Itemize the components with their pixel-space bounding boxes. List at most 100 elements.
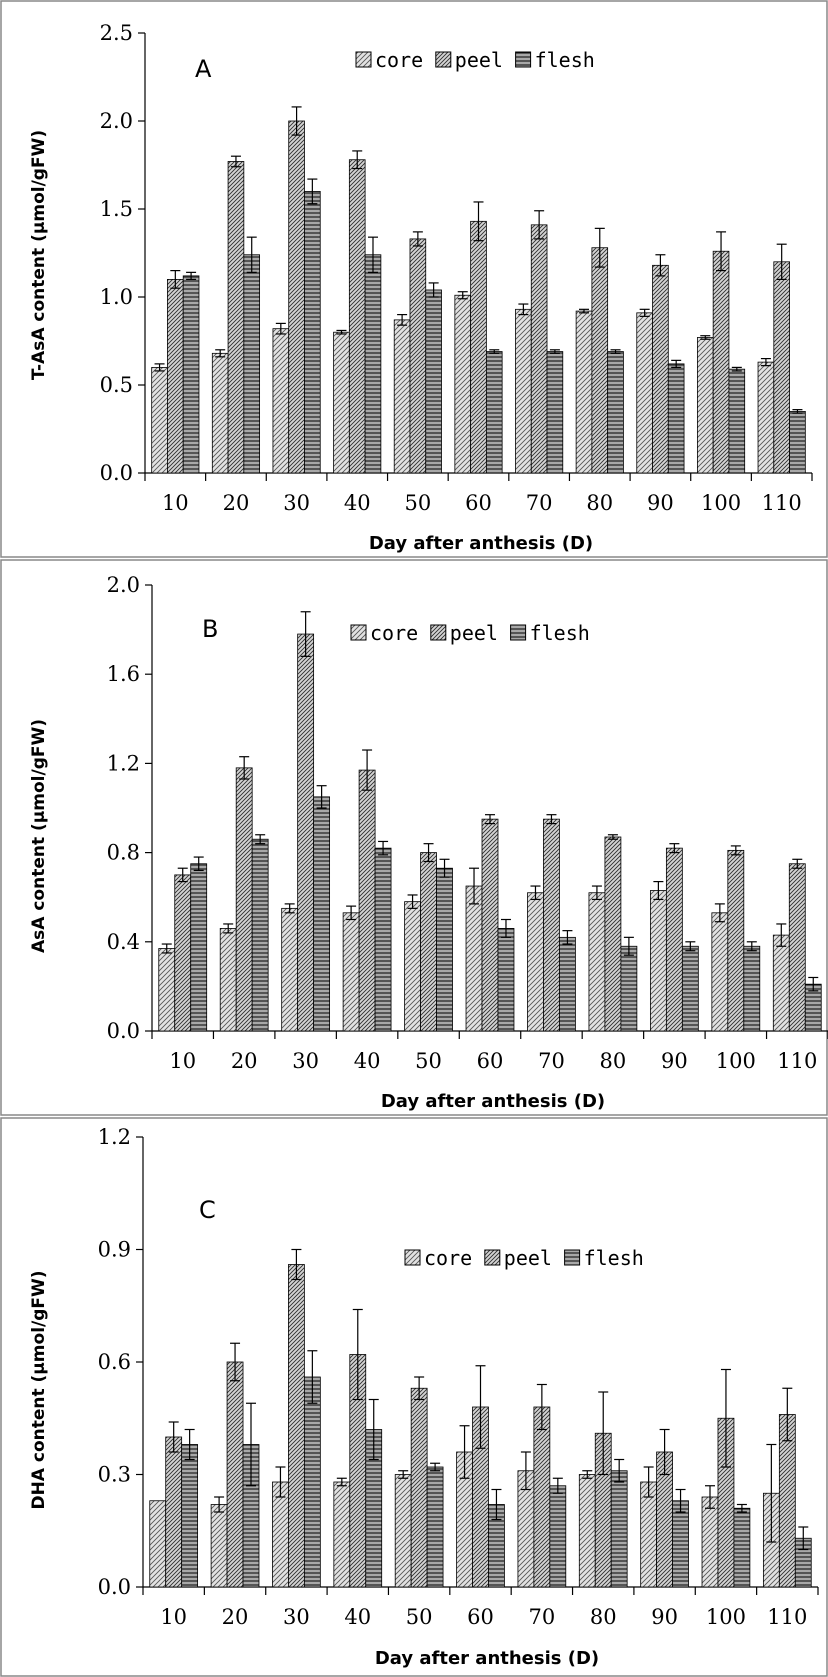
bar-peel — [652, 264, 669, 474]
error-bar-peel — [720, 1368, 731, 1468]
bar-flesh — [374, 847, 392, 1032]
error-bar-flesh — [685, 941, 696, 952]
bar-core — [281, 907, 299, 1032]
panel-a: A core peel flesh 0.0 0.5 1.0 1.5 2.0 2.5 10 20 30… — [0, 0, 828, 558]
bar-flesh — [190, 863, 208, 1032]
error-bar-peel — [669, 843, 680, 854]
y-tick-label: 1.5 — [100, 197, 133, 221]
error-bar-core — [469, 867, 480, 905]
error-bar-core — [215, 349, 226, 358]
bar-peel — [358, 769, 376, 1032]
panel-b-x-axis-title: Day after anthesis (D) — [381, 1091, 605, 1112]
y-tick-label: 1.0 — [100, 285, 133, 309]
error-bar-peel — [412, 231, 423, 247]
bar-core — [527, 892, 544, 1032]
panel-b-legend: core peel flesh — [350, 621, 590, 645]
panel-a-x-axis-title: Day after anthesis (D) — [369, 533, 593, 554]
panel-b-letter: B — [202, 615, 218, 643]
legend-swatch-peel — [484, 1249, 501, 1266]
error-bar-flesh — [675, 1488, 686, 1513]
error-bar-core — [530, 885, 541, 901]
bar-core — [149, 1500, 167, 1588]
bar-peel — [470, 220, 487, 474]
error-bar-peel — [716, 231, 727, 272]
bar-flesh — [559, 936, 576, 1032]
bar-peel — [348, 159, 366, 474]
bar-peel — [788, 863, 806, 1032]
legend-label-peel: peel — [455, 48, 503, 72]
legend-label-core: core — [375, 48, 423, 72]
bar-peel — [727, 849, 745, 1032]
panel-a-bars — [151, 106, 806, 474]
x-tick-label: 90 — [661, 1049, 688, 1073]
legend-label-flesh: flesh — [535, 48, 595, 72]
legend-swatch-peel — [435, 51, 452, 68]
bar-peel — [174, 874, 192, 1032]
bar-peel — [604, 836, 622, 1032]
error-bar-peel — [177, 867, 188, 883]
x-tick-label: 40 — [344, 491, 371, 515]
error-bar-flesh — [736, 1503, 747, 1513]
legend-label-flesh: flesh — [530, 621, 590, 645]
error-bar-flesh — [623, 936, 634, 956]
error-bar-flesh — [798, 1526, 809, 1551]
error-bar-peel — [782, 1387, 793, 1442]
error-bar-peel — [594, 227, 605, 268]
bar-flesh — [672, 1500, 689, 1588]
error-bar-core — [336, 329, 347, 335]
error-bar-peel — [792, 858, 803, 869]
error-bar-flesh — [368, 1398, 379, 1461]
error-bar-core — [520, 1451, 531, 1491]
bar-peel — [288, 120, 305, 474]
y-tick-label: 1.2 — [98, 1125, 131, 1149]
error-bar-peel — [473, 201, 484, 242]
error-bar-flesh — [614, 1458, 625, 1483]
x-tick-label: 90 — [647, 491, 674, 515]
panel-c-letter: C — [199, 1196, 216, 1224]
error-bar-peel — [655, 254, 666, 277]
bar-flesh — [610, 1470, 628, 1588]
error-bar-flesh — [746, 941, 757, 952]
error-bar-core — [700, 335, 711, 340]
x-tick-label: 10 — [162, 491, 189, 515]
bar-flesh — [728, 368, 746, 474]
bar-peel — [533, 1406, 551, 1588]
error-bar-core — [643, 1466, 654, 1498]
error-bar-peel — [534, 210, 545, 240]
error-bar-core — [346, 905, 357, 921]
bar-core — [394, 1474, 412, 1588]
error-bar-peel — [291, 1248, 302, 1281]
x-tick-label: 10 — [169, 1049, 196, 1073]
legend-swatch-core — [355, 51, 372, 68]
error-bar-core — [457, 291, 468, 300]
x-tick-label: 40 — [354, 1049, 381, 1073]
y-tick-label: 0.0 — [98, 1575, 131, 1599]
bar-core — [515, 308, 532, 474]
y-tick-label: 0.6 — [98, 1350, 131, 1374]
panel-c-legend: core peel flesh — [404, 1246, 644, 1270]
error-bar-core — [397, 314, 408, 326]
error-bar-core — [223, 923, 234, 934]
bar-peel — [227, 161, 245, 474]
x-tick-label: 100 — [706, 1605, 746, 1629]
bar-flesh — [304, 190, 321, 474]
error-bar-flesh — [367, 236, 378, 273]
panel-b-y-axis-title: AsA content (μmol/gFW) — [29, 719, 49, 953]
error-bar-flesh — [378, 840, 389, 856]
panel-b-axes: 0.0 0.4 0.8 1.2 1.6 2.0 10 20 30 40 50 60 70 80 90 100 1… — [107, 573, 828, 1073]
y-tick-label: 0.8 — [107, 841, 140, 865]
error-bar-core — [284, 903, 295, 914]
bar-core — [701, 1496, 719, 1588]
bar-peel — [297, 633, 315, 1032]
y-tick-label: 1.2 — [107, 751, 140, 775]
bar-flesh — [426, 1466, 444, 1588]
error-bar-flesh — [549, 349, 560, 354]
error-bar-flesh — [307, 178, 318, 205]
bar-flesh — [681, 945, 699, 1032]
error-bar-peel — [536, 1383, 547, 1431]
error-bar-core — [760, 358, 771, 367]
y-tick-label: 0.3 — [98, 1463, 131, 1487]
bar-flesh — [546, 351, 564, 474]
legend-label-flesh: flesh — [584, 1246, 644, 1270]
error-bar-flesh — [439, 858, 450, 878]
